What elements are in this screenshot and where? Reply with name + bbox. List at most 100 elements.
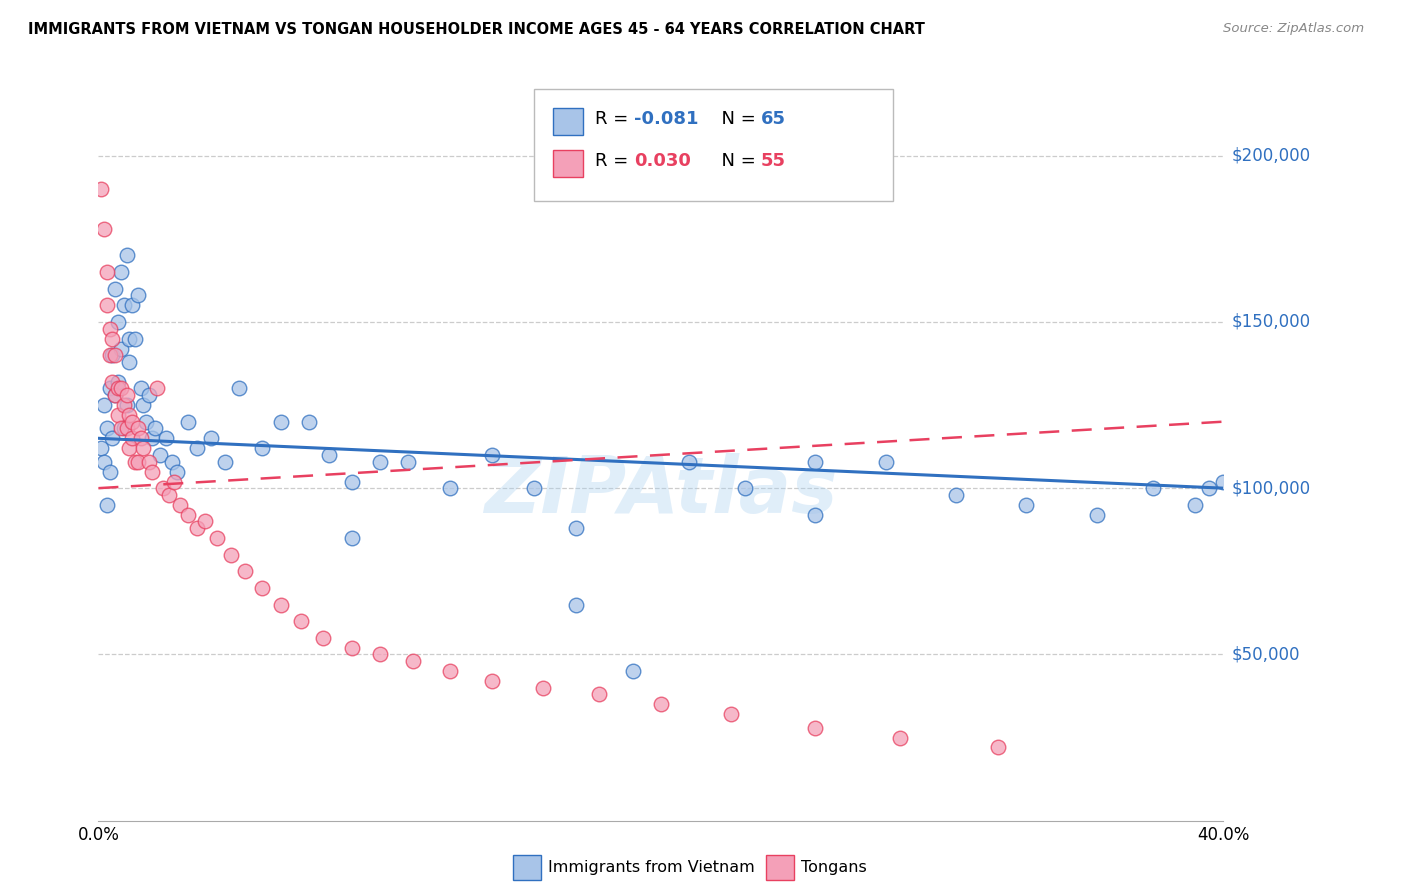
Point [163,475,186,489]
Point [250,442,273,456]
Point [110,421,132,435]
Point [804,508,827,522]
Point [219,548,242,562]
Point [804,454,827,468]
Point [481,673,503,688]
Point [96,298,118,312]
Point [531,681,554,695]
Point [107,375,129,389]
Point [734,481,756,495]
Point [298,415,321,429]
Point [146,381,169,395]
Point [312,631,335,645]
Text: $200,000: $200,000 [1232,146,1310,165]
Point [98,381,121,395]
Point [565,521,588,535]
Point [129,431,152,445]
Text: 55: 55 [761,152,786,169]
Point [107,381,129,395]
Point [214,454,236,468]
Point [340,640,363,655]
Point [121,431,143,445]
Point [104,388,127,402]
Point [945,488,967,502]
Point [621,664,644,678]
Point [155,431,177,445]
Point [112,398,135,412]
Text: $100,000: $100,000 [1232,479,1310,497]
Text: 65: 65 [761,110,786,128]
Point [186,442,208,456]
Text: 0.030: 0.030 [634,152,690,169]
Point [96,421,118,435]
Point [110,265,132,279]
Point [565,598,588,612]
Point [118,355,141,369]
Point [98,465,121,479]
Point [233,564,256,578]
Point [98,348,121,362]
Point [118,442,141,456]
Point [368,648,391,662]
Point [98,321,121,335]
Text: Tongans: Tongans [801,861,868,875]
Point [96,265,118,279]
Point [118,408,141,422]
Point [90,442,112,456]
Point [121,415,143,429]
Point [481,448,503,462]
Point [270,598,292,612]
Point [200,431,222,445]
Point [987,740,1010,755]
Text: Immigrants from Vietnam: Immigrants from Vietnam [548,861,755,875]
Point [104,348,127,362]
Point [1015,498,1038,512]
Point [101,332,124,346]
Point [194,515,217,529]
Point [112,298,135,312]
Text: $50,000: $50,000 [1232,646,1301,664]
Point [90,182,112,196]
Point [138,388,160,402]
Point [127,288,149,302]
Point [115,421,138,435]
Point [368,454,391,468]
Point [720,707,742,722]
Point [1198,481,1220,495]
Point [402,654,425,668]
Point [104,282,127,296]
Point [149,448,172,462]
Point [875,454,897,468]
Point [1085,508,1108,522]
Point [124,332,146,346]
Point [1212,475,1234,489]
Point [228,381,250,395]
Point [439,664,461,678]
Text: IMMIGRANTS FROM VIETNAM VS TONGAN HOUSEHOLDER INCOME AGES 45 - 64 YEARS CORRELAT: IMMIGRANTS FROM VIETNAM VS TONGAN HOUSEH… [28,22,925,37]
Point [318,448,340,462]
Text: Source: ZipAtlas.com: Source: ZipAtlas.com [1223,22,1364,36]
Point [93,454,115,468]
Point [107,315,129,329]
Point [143,421,166,435]
Point [169,498,191,512]
Point [104,388,127,402]
Point [270,415,292,429]
Point [1184,498,1206,512]
Point [340,531,363,545]
Point [439,481,461,495]
Point [678,454,700,468]
Point [889,731,911,745]
Point [804,721,827,735]
Point [177,415,200,429]
Text: R =: R = [595,152,634,169]
Point [396,454,419,468]
Point [157,488,180,502]
Point [101,375,124,389]
Point [141,431,163,445]
Point [115,248,138,262]
Point [124,454,146,468]
Point [96,498,118,512]
Text: -0.081: -0.081 [634,110,699,128]
Point [132,398,155,412]
